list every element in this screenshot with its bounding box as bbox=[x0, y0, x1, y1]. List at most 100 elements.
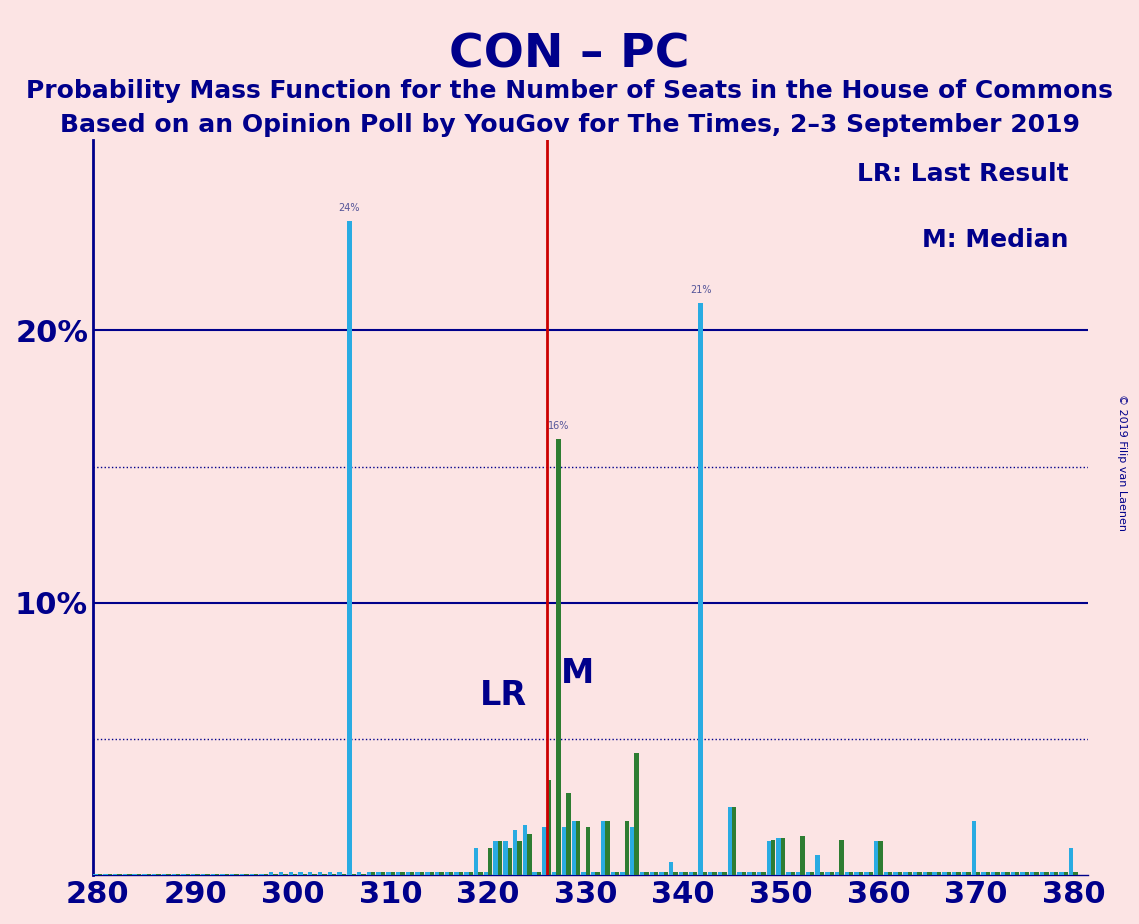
Bar bbox=[357, 872, 361, 875]
Bar bbox=[728, 807, 732, 875]
Bar bbox=[371, 872, 376, 875]
Bar bbox=[645, 872, 648, 875]
Bar bbox=[1054, 872, 1058, 875]
Bar bbox=[917, 872, 921, 875]
Bar bbox=[380, 872, 385, 875]
Bar bbox=[615, 872, 620, 875]
Bar bbox=[624, 821, 629, 875]
Bar bbox=[484, 872, 489, 875]
Bar bbox=[829, 872, 834, 875]
Bar bbox=[591, 872, 596, 875]
Bar bbox=[596, 872, 600, 875]
Bar bbox=[810, 872, 814, 875]
Bar bbox=[722, 872, 727, 875]
Bar bbox=[249, 874, 254, 875]
Bar bbox=[503, 841, 508, 875]
Bar bbox=[884, 872, 888, 875]
Bar bbox=[572, 821, 576, 875]
Bar bbox=[468, 872, 473, 875]
Bar bbox=[923, 872, 927, 875]
Bar bbox=[181, 874, 186, 875]
Bar bbox=[244, 874, 248, 875]
Bar bbox=[166, 874, 171, 875]
Bar bbox=[162, 874, 166, 875]
Bar bbox=[331, 874, 336, 875]
Bar bbox=[449, 872, 453, 875]
Bar bbox=[1064, 872, 1068, 875]
Bar bbox=[93, 874, 98, 875]
Bar bbox=[801, 835, 804, 875]
Text: Based on an Opinion Poll by YouGov for The Times, 2–3 September 2019: Based on an Opinion Poll by YouGov for T… bbox=[59, 113, 1080, 137]
Bar bbox=[985, 872, 990, 875]
Bar bbox=[489, 848, 492, 875]
Bar bbox=[752, 872, 756, 875]
Bar bbox=[839, 840, 844, 875]
Bar bbox=[542, 828, 547, 875]
Bar bbox=[309, 872, 312, 875]
Bar bbox=[396, 872, 400, 875]
Bar bbox=[777, 838, 780, 875]
Bar bbox=[493, 841, 498, 875]
Bar bbox=[888, 872, 893, 875]
Bar bbox=[835, 872, 839, 875]
Bar bbox=[611, 872, 615, 875]
Bar bbox=[1073, 872, 1077, 875]
Bar bbox=[137, 874, 141, 875]
Bar bbox=[186, 874, 190, 875]
Bar bbox=[859, 872, 863, 875]
Bar bbox=[444, 872, 449, 875]
Bar bbox=[865, 872, 869, 875]
Bar bbox=[741, 872, 746, 875]
Bar bbox=[664, 872, 669, 875]
Bar bbox=[796, 872, 801, 875]
Bar bbox=[708, 872, 713, 875]
Bar bbox=[151, 874, 156, 875]
Bar bbox=[669, 861, 673, 875]
Bar bbox=[440, 872, 444, 875]
Bar bbox=[1049, 872, 1054, 875]
Bar bbox=[322, 874, 327, 875]
Bar bbox=[425, 872, 429, 875]
Bar bbox=[405, 872, 410, 875]
Bar bbox=[942, 872, 947, 875]
Bar bbox=[878, 841, 883, 875]
Bar bbox=[215, 874, 220, 875]
Bar bbox=[630, 828, 634, 875]
Text: 24%: 24% bbox=[338, 203, 360, 213]
Bar bbox=[156, 874, 161, 875]
Bar bbox=[556, 439, 560, 875]
Bar bbox=[737, 872, 741, 875]
Bar bbox=[1010, 872, 1015, 875]
Bar bbox=[790, 872, 795, 875]
Bar bbox=[952, 872, 957, 875]
Bar bbox=[566, 794, 571, 875]
Bar bbox=[318, 872, 322, 875]
Bar bbox=[961, 872, 966, 875]
Bar bbox=[298, 872, 303, 875]
Bar bbox=[1059, 872, 1064, 875]
Bar bbox=[220, 874, 224, 875]
Bar bbox=[547, 780, 551, 875]
Bar bbox=[820, 872, 825, 875]
Bar bbox=[429, 872, 434, 875]
Bar bbox=[732, 807, 737, 875]
Bar bbox=[175, 874, 180, 875]
Bar bbox=[284, 874, 288, 875]
Bar bbox=[254, 874, 259, 875]
Bar bbox=[400, 872, 404, 875]
Text: © 2019 Filip van Laenen: © 2019 Filip van Laenen bbox=[1117, 394, 1126, 530]
Bar bbox=[1015, 872, 1019, 875]
Text: 21%: 21% bbox=[690, 285, 711, 295]
Text: Probability Mass Function for the Number of Seats in the House of Commons: Probability Mass Function for the Number… bbox=[26, 79, 1113, 103]
Bar bbox=[825, 872, 829, 875]
Bar bbox=[523, 825, 527, 875]
Text: M: M bbox=[562, 657, 595, 690]
Bar bbox=[654, 872, 658, 875]
Bar bbox=[957, 872, 961, 875]
Bar bbox=[1044, 872, 1049, 875]
Bar bbox=[342, 874, 346, 875]
Bar bbox=[123, 874, 128, 875]
Bar bbox=[288, 872, 293, 875]
Bar bbox=[634, 752, 639, 875]
Bar bbox=[874, 841, 878, 875]
